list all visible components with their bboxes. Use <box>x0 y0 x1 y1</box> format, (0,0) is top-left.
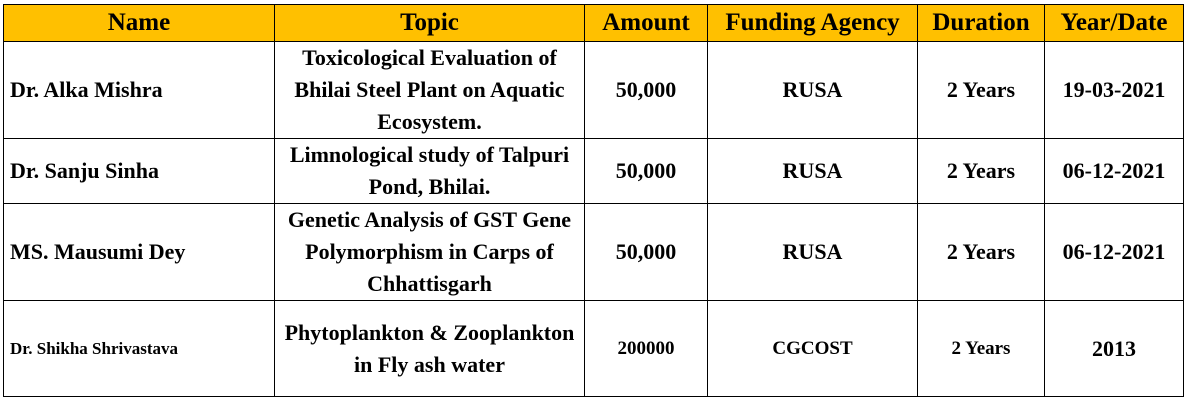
cell-name: Dr. Sanju Sinha <box>3 138 275 204</box>
cell-year-date: 19-03-2021 <box>1044 41 1184 139</box>
header-name: Name <box>3 4 275 42</box>
cell-funding-agency: RUSA <box>707 138 918 204</box>
research-projects-table: Name Topic Amount Funding Agency Duratio… <box>3 4 1184 397</box>
cell-funding-agency: RUSA <box>707 41 918 139</box>
header-year-date: Year/Date <box>1044 4 1184 42</box>
cell-amount: 50,000 <box>584 203 708 301</box>
cell-topic: Toxicological Evaluation of Bhilai Steel… <box>274 41 585 139</box>
cell-amount: 50,000 <box>584 41 708 139</box>
header-row: Name Topic Amount Funding Agency Duratio… <box>3 4 1184 42</box>
header-funding-agency: Funding Agency <box>707 4 918 42</box>
cell-year-date: 06-12-2021 <box>1044 203 1184 301</box>
table-row: Dr. Alka Mishra Toxicological Evaluation… <box>3 41 1184 139</box>
cell-amount: 200000 <box>584 300 708 397</box>
table-row: MS. Mausumi Dey Genetic Analysis of GST … <box>3 203 1184 301</box>
cell-year-date: 06-12-2021 <box>1044 138 1184 204</box>
cell-funding-agency: CGCOST <box>707 300 918 397</box>
cell-year-date: 2013 <box>1044 300 1184 397</box>
header-duration: Duration <box>917 4 1045 42</box>
cell-name: MS. Mausumi Dey <box>3 203 275 301</box>
cell-topic: Limnological study of Talpuri Pond, Bhil… <box>274 138 585 204</box>
cell-amount: 50,000 <box>584 138 708 204</box>
cell-duration: 2 Years <box>917 300 1045 397</box>
cell-name: Dr. Alka Mishra <box>3 41 275 139</box>
cell-duration: 2 Years <box>917 203 1045 301</box>
table-row: Dr. Shikha Shrivastava Phytoplankton & Z… <box>3 300 1184 397</box>
cell-name: Dr. Shikha Shrivastava <box>3 300 275 397</box>
table-body: Dr. Alka Mishra Toxicological Evaluation… <box>3 41 1184 397</box>
cell-topic: Genetic Analysis of GST Gene Polymorphis… <box>274 203 585 301</box>
cell-funding-agency: RUSA <box>707 203 918 301</box>
cell-duration: 2 Years <box>917 138 1045 204</box>
table-row: Dr. Sanju Sinha Limnological study of Ta… <box>3 138 1184 204</box>
header-amount: Amount <box>584 4 708 42</box>
header-topic: Topic <box>274 4 585 42</box>
cell-topic: Phytoplankton & Zooplankton in Fly ash w… <box>274 300 585 397</box>
table-header: Name Topic Amount Funding Agency Duratio… <box>3 4 1184 42</box>
cell-duration: 2 Years <box>917 41 1045 139</box>
